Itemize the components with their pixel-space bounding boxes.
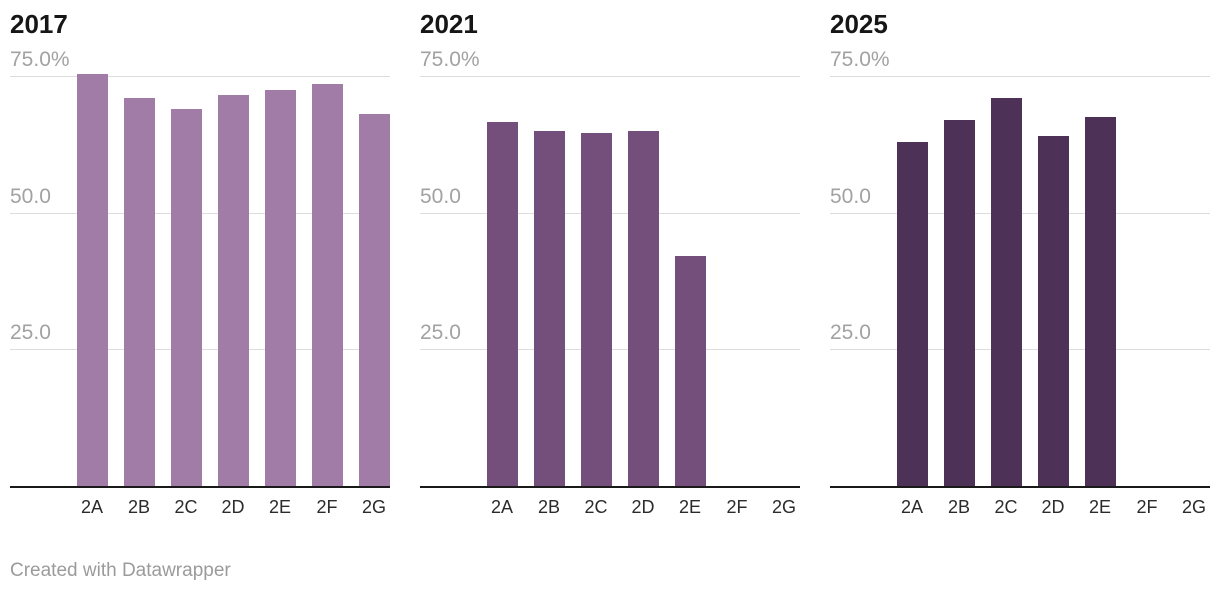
x-tick-label-2G: 2G <box>361 497 386 517</box>
panel-title: 2021 <box>420 9 478 39</box>
x-tick-label-2E: 2E <box>268 497 292 517</box>
x-tick-label-2D: 2D <box>631 497 655 517</box>
y-tick-label: 50.0 <box>830 184 871 208</box>
y-tick-label: 25.0 <box>10 321 51 344</box>
bar-2E <box>1084 116 1116 486</box>
bar-2E <box>674 256 706 486</box>
y-tick-label: 25.0 <box>420 321 461 344</box>
x-tick-label-2B: 2B <box>127 497 151 517</box>
x-tick-label-2A: 2A <box>900 497 924 517</box>
bar-2E <box>264 89 296 486</box>
x-tick-label-2C: 2C <box>994 497 1018 517</box>
x-axis-line <box>420 485 800 488</box>
bar-plot: 75.0% 50.0 25.0 2A 2B 2C 2D 2E 2F 2G <box>10 10 390 530</box>
bar-2G <box>358 114 390 486</box>
y-tick-label: 50.0 <box>420 184 461 208</box>
x-tick-label-2F: 2F <box>1136 497 1158 517</box>
x-tick-label-2B: 2B <box>537 497 561 517</box>
bar-2D <box>627 130 659 486</box>
x-tick-label-2E: 2E <box>678 497 702 517</box>
x-tick-label-2E: 2E <box>1088 497 1112 517</box>
small-multiples-row: 2017 75.0% 50.0 25.0 2A 2B 2C 2D 2E 2F 2G 2021 75… <box>10 10 1210 530</box>
panel-title: 2017 <box>10 9 68 39</box>
bar-2A <box>76 74 108 486</box>
bar-2F <box>311 84 343 486</box>
y-tick-label: 50.0 <box>10 184 51 208</box>
x-tick-label-2D: 2D <box>1041 497 1065 517</box>
bar-plot: 75.0% 50.0 25.0 2A 2B 2C 2D 2E 2F 2G <box>830 10 1210 530</box>
x-tick-label-2A: 2A <box>490 497 514 517</box>
x-tick-label-2F: 2F <box>726 497 748 517</box>
bar-plot: 75.0% 50.0 25.0 2A 2B 2C 2D 2E 2F 2G <box>420 10 800 530</box>
x-tick-label-2D: 2D <box>221 497 245 517</box>
bar-2A <box>486 122 518 486</box>
y-tick-label: 75.0% <box>10 48 70 71</box>
panel-2017: 2017 75.0% 50.0 25.0 2A 2B 2C 2D 2E 2F 2G <box>10 10 390 530</box>
panel-2025: 2025 75.0% 50.0 25.0 2A 2B 2C 2D 2E 2F 2G <box>830 10 1210 530</box>
y-tick-label: 25.0 <box>830 321 871 344</box>
bar-2B <box>123 97 155 486</box>
gridline-75 <box>420 76 800 77</box>
x-tick-label-2C: 2C <box>584 497 608 517</box>
panel-2021: 2021 75.0% 50.0 25.0 2A 2B 2C 2D 2E 2F 2G <box>420 10 800 530</box>
bar-2D <box>217 95 249 486</box>
panel-title: 2025 <box>830 9 888 39</box>
y-tick-label: 75.0% <box>830 48 890 71</box>
bar-2B <box>943 119 975 486</box>
bar-2C <box>990 97 1022 486</box>
datawrapper-attribution: Created with Datawrapper <box>10 560 231 581</box>
gridline-75 <box>830 76 1210 77</box>
x-tick-label-2F: 2F <box>316 497 338 517</box>
bar-2A <box>896 141 928 486</box>
bar-2D <box>1037 136 1069 486</box>
gridline-75 <box>10 76 390 77</box>
x-axis-line <box>10 485 390 488</box>
y-tick-label: 75.0% <box>420 48 480 71</box>
x-tick-label-2G: 2G <box>1181 497 1206 517</box>
bar-2B <box>533 130 565 486</box>
bar-2C <box>170 108 202 486</box>
bar-2C <box>580 133 612 486</box>
x-tick-label-2A: 2A <box>80 497 104 517</box>
x-axis-line <box>830 485 1210 488</box>
x-tick-label-2G: 2G <box>771 497 796 517</box>
x-tick-label-2C: 2C <box>174 497 198 517</box>
x-tick-label-2B: 2B <box>947 497 971 517</box>
